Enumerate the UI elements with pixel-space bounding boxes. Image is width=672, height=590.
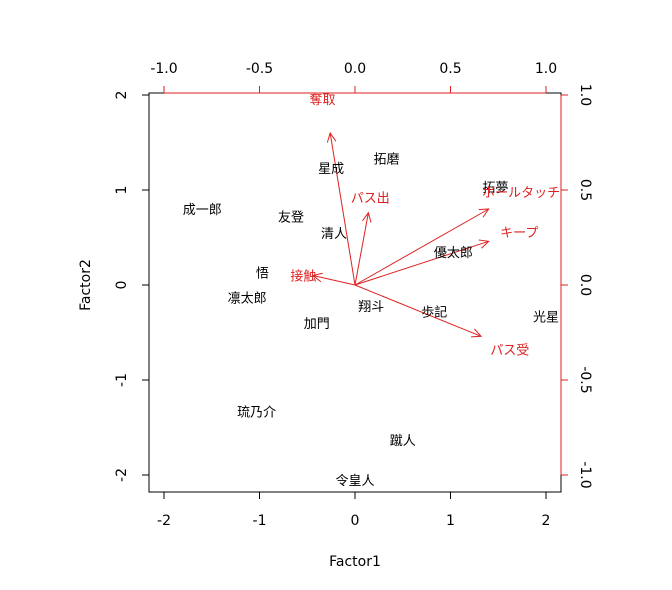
score-label: 令皇人 <box>335 474 374 489</box>
right-tick-label: -0.5 <box>577 366 593 393</box>
left-tick-label: 0 <box>114 281 130 290</box>
loading-arrow-shaft <box>312 275 356 286</box>
score-label: 拓夢 <box>482 181 508 196</box>
bottom-tick-label: -2 <box>157 513 171 529</box>
loading-arrow-head <box>311 272 323 283</box>
loading-label: 奪取 <box>310 92 336 108</box>
left-y-axis: -2 -1 0 1 2 <box>114 91 150 482</box>
bottom-tick-label: -1 <box>253 513 267 529</box>
left-tick-label: 2 <box>114 91 130 100</box>
loading-label: パス受 <box>490 344 529 359</box>
score-label: 優太郎 <box>434 246 473 261</box>
top-tick-label: 0.5 <box>439 61 461 77</box>
left-tick-label: -1 <box>114 373 130 387</box>
loading-arrow-shaft <box>329 132 356 286</box>
score-label: 拓磨 <box>374 153 400 168</box>
loading-label: ボールタッチ <box>482 186 560 201</box>
right-tick-label: 0.5 <box>577 179 593 201</box>
loading-arrow-shaft <box>354 208 489 286</box>
score-label: 歩記 <box>421 305 447 321</box>
score-label: 琉乃介 <box>237 405 276 420</box>
top-tick-label: 0.0 <box>344 61 366 77</box>
loading-arrow-head <box>471 328 483 338</box>
score-label: 蹴人 <box>390 434 416 449</box>
score-label: 悟 <box>256 267 269 282</box>
bottom-x-axis: -2 -1 0 1 2 <box>157 491 551 529</box>
loading-arrow-head <box>362 211 372 223</box>
loading-arrow-shaft <box>354 240 489 286</box>
bottom-tick-label: 0 <box>351 513 360 529</box>
score-label: 清人 <box>321 227 347 242</box>
top-loading-axis: -1.0 -0.5 0.0 0.5 1.0 <box>150 61 557 94</box>
loading-arrows <box>311 131 490 338</box>
loading-arrow-head <box>478 208 490 218</box>
top-tick-label: -1.0 <box>150 61 177 77</box>
left-tick-label: 1 <box>114 186 130 195</box>
right-tick-label: 1.0 <box>577 84 593 106</box>
score-label: 凛太郎 <box>228 290 267 306</box>
loading-label: パス出 <box>351 192 390 207</box>
loading-arrow-shaft <box>354 212 369 286</box>
score-label: 翔斗 <box>358 300 384 315</box>
score-label: 星成 <box>318 162 344 177</box>
right-tick-label: -1.0 <box>577 461 593 488</box>
x-axis-title: Factor1 <box>329 554 381 570</box>
y-axis-title: Factor2 <box>78 259 94 311</box>
bottom-tick-label: 2 <box>542 513 551 529</box>
right-loading-axis: -1.0 -0.5 0.0 0.5 1.0 <box>560 84 593 489</box>
loading-arrow-head <box>478 239 490 249</box>
loading-arrow-shaft <box>354 284 482 337</box>
loading-label: キープ <box>500 226 538 241</box>
loading-arrow-head <box>326 131 337 143</box>
plot-frame <box>148 92 562 493</box>
top-tick-label: 1.0 <box>535 61 557 77</box>
loading-label: 接触 <box>290 269 316 285</box>
score-label: 友登 <box>278 210 304 226</box>
score-label: 加門 <box>304 317 330 332</box>
bottom-tick-label: 1 <box>446 513 455 529</box>
left-tick-label: -2 <box>114 468 130 482</box>
top-tick-label: -0.5 <box>246 61 273 77</box>
score-label: 光星 <box>533 310 559 325</box>
right-tick-label: 0.0 <box>577 274 593 296</box>
score-label: 成一郎 <box>183 203 222 218</box>
